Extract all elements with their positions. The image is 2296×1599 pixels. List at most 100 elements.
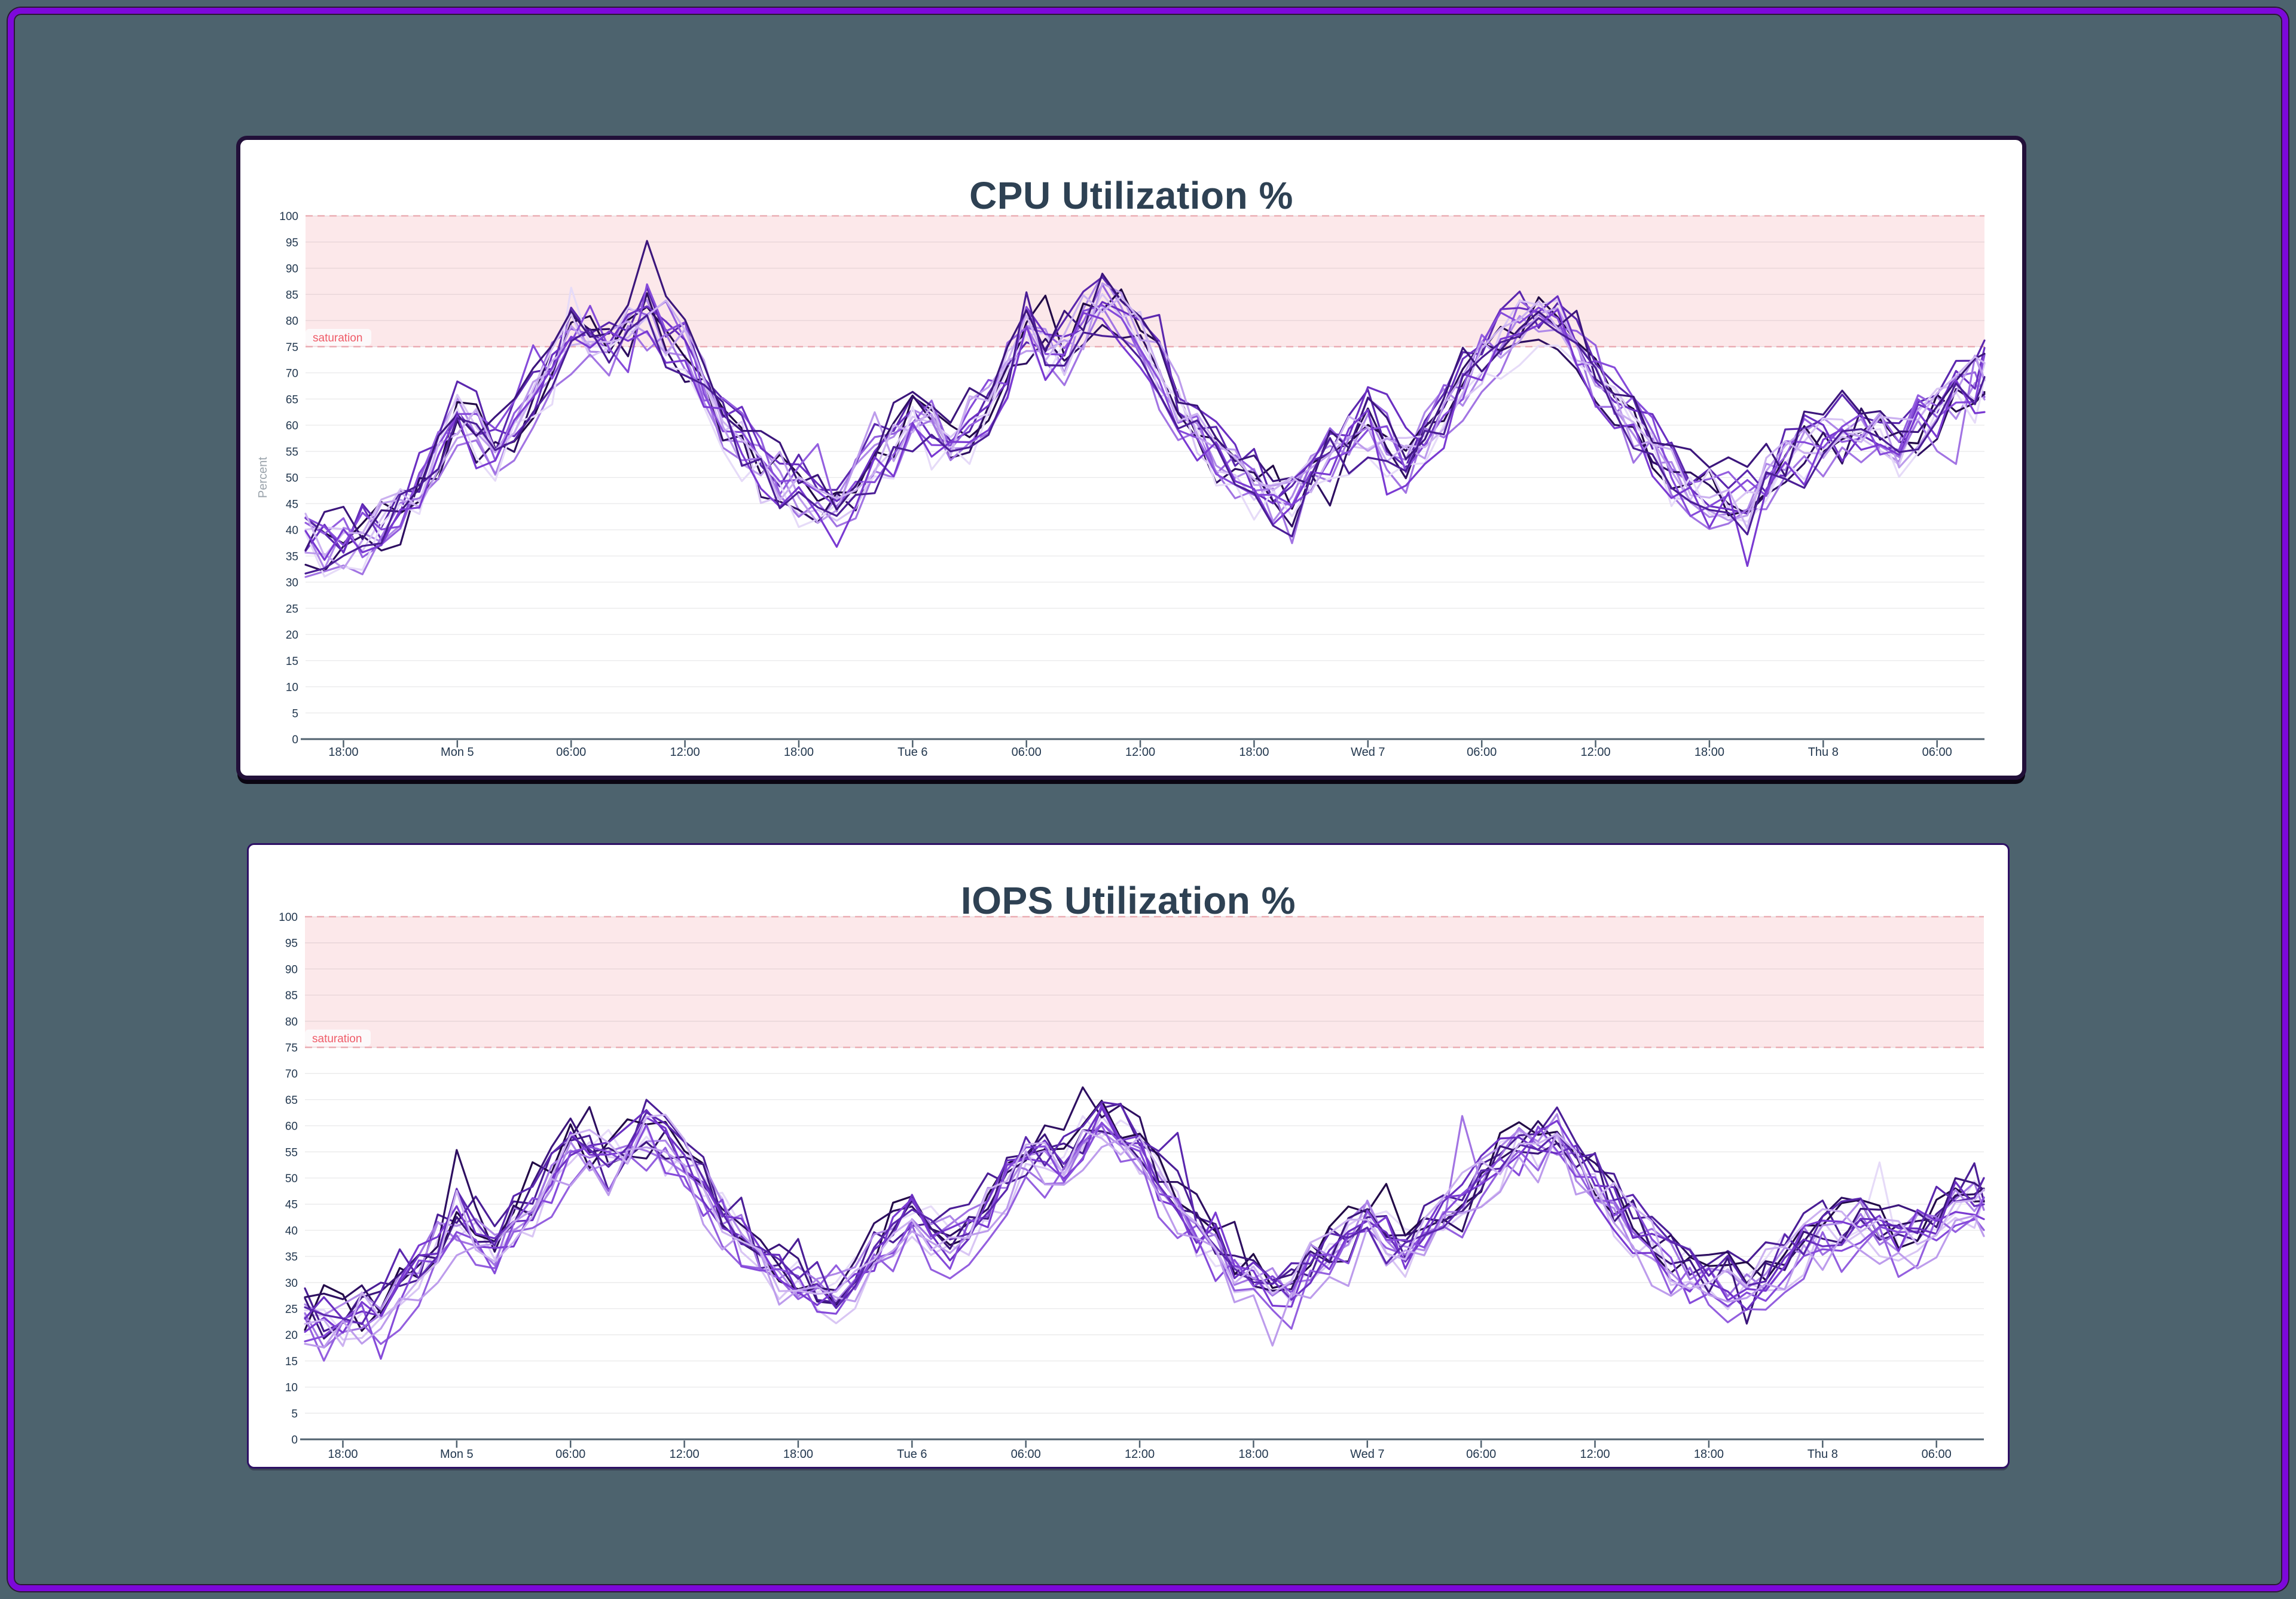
utilization-series-line[interactable] — [304, 283, 1986, 547]
utilization-series-line[interactable] — [304, 276, 1986, 553]
iops-chart-canvas[interactable]: saturation 18:00 Mon 5 06:00 12:00 18:00 Tue 6… — [249, 845, 2004, 1463]
y-axis: 0 5 10 15 20 25 30 35 40 45 50 55 60 65 70 75 80 85 90 95 10… — [279, 210, 298, 746]
x-tick-label: Mon 5 — [441, 746, 474, 759]
x-tick-label: 18:00 — [1238, 1448, 1268, 1461]
utilization-series-line[interactable] — [304, 293, 1986, 553]
x-axis: 18:00 Mon 5 06:00 12:00 18:00 Tue 6 06:00 12:00… — [301, 738, 1984, 759]
x-tick-label: 06:00 — [1012, 746, 1042, 759]
x-tick-label: 06:00 — [1922, 746, 1952, 759]
y-tick-label: 70 — [285, 1068, 298, 1081]
y-axis: 0 5 10 15 20 25 30 35 40 45 50 55 60 65 70 75 80 85 90 95 10… — [279, 911, 298, 1447]
y-tick-label: 45 — [286, 498, 298, 511]
y-tick-label: 20 — [286, 629, 298, 642]
x-tick-label: 12:00 — [670, 1448, 700, 1461]
y-tick-label: 10 — [285, 1382, 298, 1394]
x-tick-label: 06:00 — [1467, 746, 1497, 759]
y-tick-label: 100 — [279, 911, 298, 924]
x-tick-label: 12:00 — [1580, 1448, 1610, 1461]
y-tick-label: 0 — [292, 734, 298, 746]
y-tick-label: 75 — [286, 341, 298, 354]
x-axis: 18:00 Mon 5 06:00 12:00 18:00 Tue 6 06:00 12:00… — [300, 1438, 1984, 1461]
y-tick-label: 60 — [286, 420, 298, 432]
y-tick-label: 5 — [292, 707, 298, 720]
x-tick-label: 18:00 — [1694, 1448, 1724, 1461]
saturation-label: saturation — [306, 329, 371, 346]
grid-lines — [306, 215, 1984, 713]
cpu-utilization-panel: CPU Utilization % saturation 18:00 Mon 5 06… — [236, 136, 2026, 780]
svg-text:saturation: saturation — [313, 332, 362, 344]
y-tick-label: 45 — [285, 1199, 298, 1212]
x-tick-label: Tue 6 — [897, 1448, 927, 1461]
x-tick-label: 12:00 — [1125, 746, 1155, 759]
x-tick-label: 06:00 — [1011, 1448, 1041, 1461]
y-tick-label: 55 — [286, 446, 298, 459]
x-tick-label: 06:00 — [1466, 1448, 1496, 1461]
y-tick-label: 85 — [285, 990, 298, 1002]
y-tick-label: 35 — [286, 551, 298, 563]
y-tick-label: 65 — [285, 1094, 298, 1107]
y-tick-label: 60 — [285, 1121, 298, 1133]
x-tick-label: 06:00 — [1922, 1448, 1952, 1461]
x-tick-label: 18:00 — [1239, 746, 1269, 759]
saturation-band — [305, 916, 1984, 1048]
utilization-series-line[interactable] — [304, 294, 1986, 557]
saturation-label: saturation — [305, 1029, 371, 1046]
utilization-series-line[interactable] — [304, 306, 1986, 578]
utilization-series-line[interactable] — [304, 240, 1986, 551]
y-tick-label: 65 — [286, 393, 298, 406]
y-tick-label: 90 — [286, 263, 298, 276]
series-lines[interactable] — [304, 240, 1986, 578]
utilization-series-line[interactable] — [304, 309, 1986, 567]
y-tick-label: 25 — [285, 1304, 298, 1316]
y-tick-label: 50 — [285, 1173, 298, 1185]
y-tick-label: 35 — [285, 1251, 298, 1264]
series-lines[interactable] — [304, 1086, 1985, 1362]
x-tick-label: 12:00 — [1581, 746, 1611, 759]
x-tick-label: 12:00 — [670, 746, 700, 759]
y-tick-label: 80 — [285, 1016, 298, 1029]
y-tick-label: 25 — [286, 603, 298, 615]
y-tick-label: 85 — [286, 289, 298, 301]
x-tick-label: 18:00 — [1694, 746, 1724, 759]
utilization-series-line[interactable] — [304, 1113, 1985, 1347]
x-tick-label: Thu 8 — [1808, 746, 1839, 759]
y-tick-label: 40 — [286, 524, 298, 537]
y-tick-label: 100 — [279, 210, 298, 223]
x-tick-label: Tue 6 — [897, 746, 927, 759]
svg-text:saturation: saturation — [312, 1033, 362, 1045]
x-tick-label: 18:00 — [328, 1448, 358, 1461]
y-tick-label: 50 — [286, 472, 298, 485]
y-tick-label: 80 — [286, 315, 298, 328]
utilization-series-line[interactable] — [304, 1124, 1985, 1362]
x-tick-label: 18:00 — [784, 746, 814, 759]
utilization-series-line[interactable] — [304, 1086, 1985, 1315]
y-tick-label: 75 — [285, 1042, 298, 1055]
y-tick-label: 20 — [285, 1329, 298, 1342]
y-tick-label: 95 — [285, 938, 298, 950]
y-tick-label: 30 — [286, 577, 298, 590]
utilization-series-line[interactable] — [304, 291, 1986, 575]
y-tick-label: 95 — [286, 237, 298, 249]
x-tick-label: Wed 7 — [1351, 746, 1385, 759]
y-tick-label: 0 — [291, 1434, 298, 1447]
saturation-band — [306, 215, 1984, 347]
utilization-series-line[interactable] — [304, 1131, 1985, 1348]
utilization-series-line[interactable] — [304, 1101, 1985, 1325]
y-tick-label: 70 — [286, 368, 298, 380]
x-tick-label: Thu 8 — [1808, 1448, 1838, 1461]
y-tick-label: 30 — [285, 1277, 298, 1290]
y-tick-label: 5 — [291, 1408, 298, 1420]
y-tick-label: 40 — [285, 1225, 298, 1237]
x-tick-label: 06:00 — [556, 746, 586, 759]
y-tick-label: 10 — [286, 682, 298, 694]
utilization-series-line[interactable] — [304, 286, 1986, 578]
y-tick-label: 55 — [285, 1146, 298, 1159]
y-tick-label: 15 — [286, 655, 298, 668]
x-tick-label: 12:00 — [1125, 1448, 1155, 1461]
y-tick-label: 90 — [285, 963, 298, 976]
y-axis-title: Percent — [257, 457, 270, 498]
cpu-chart-canvas[interactable]: saturation 18:00 Mon 5 06:00 12:00 18:00 Tue 6… — [240, 140, 2014, 767]
x-tick-label: Wed 7 — [1350, 1448, 1384, 1461]
